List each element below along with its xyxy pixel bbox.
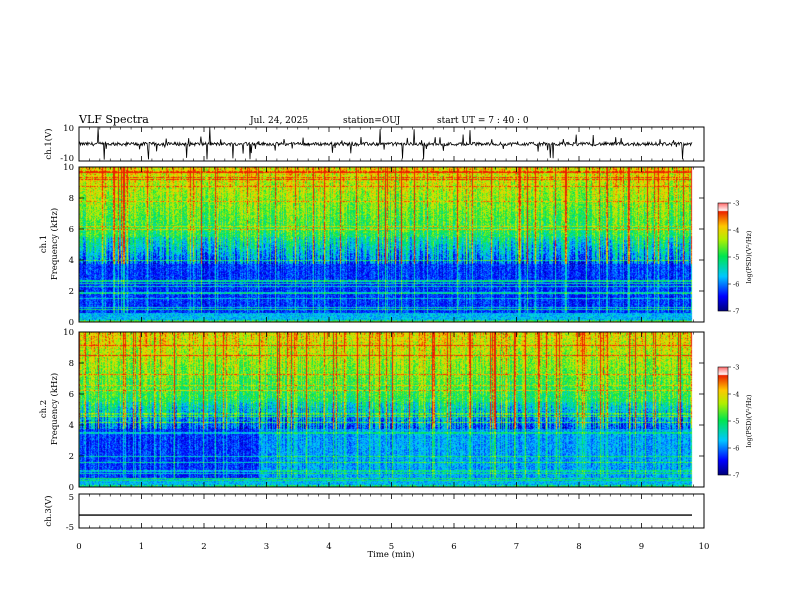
ch3-ytick-top: 5 [69, 493, 74, 503]
ch2-spec-ytick-label: 2 [69, 452, 74, 462]
figure-title: VLF Spectra [78, 113, 149, 126]
ch1-ytick-top: 10 [63, 124, 74, 134]
ch2-cb-tick-label: -5 [733, 418, 739, 426]
ch1-cb-tick-label: -3 [733, 200, 739, 208]
station-label: station=OUJ [343, 116, 401, 126]
ch2-spec-ytick-label: 4 [69, 421, 74, 431]
x-tick-label: 7 [514, 542, 519, 552]
x-tick-label: 5 [389, 542, 394, 552]
x-tick-label: 10 [699, 542, 710, 552]
ch1-spec-ytick-label: 8 [69, 194, 74, 204]
ch1-spec-ylabel: ch.1 [39, 235, 49, 253]
ch1-cb-tick-label: -4 [733, 227, 739, 235]
x-axis-label: Time (min) [367, 549, 414, 560]
date-label: Jul. 24, 2025 [249, 116, 308, 126]
ch1-cb-tick-label: -5 [733, 254, 739, 262]
start-time-label: start UT = 7 : 40 : 0 [437, 116, 529, 126]
ch2-cb-tick-label: -3 [733, 364, 739, 372]
x-tick-label: 3 [264, 542, 269, 552]
x-tick-label: 9 [639, 542, 644, 552]
ch2-spec-ytick-label: 10 [63, 328, 74, 338]
x-tick-label: 6 [451, 542, 456, 552]
ch1-ylabel: ch.1(V) [43, 128, 54, 159]
ch2-spec-ytick-label: 6 [69, 390, 74, 400]
ch1-cb-tick-label: -6 [733, 281, 739, 289]
ch2-spec-ylabel-freq: Frequency (kHz) [49, 373, 60, 445]
ch1-cb-tick-label: -7 [733, 308, 739, 316]
ch2-colorbar-label: log(PSD)(V²/Hz) [745, 394, 753, 447]
ch2-spec-ytick-label: 0 [69, 483, 74, 493]
x-tick-label: 1 [139, 542, 144, 552]
x-tick-label: 8 [576, 542, 581, 552]
ch1-ytick-bottom: -10 [60, 154, 74, 164]
ch3-waveform-panel: 5 -5 ch.3(V) 0 1 2 3 4 5 6 7 8 9 10 Time (min) [43, 493, 709, 560]
ch2-spec-ylabel: ch.2 [39, 400, 49, 418]
ch1-spec-ylabel-freq: Frequency (kHz) [49, 208, 60, 280]
x-tick-label: 4 [326, 542, 331, 552]
ch1-spec-ytick-label: 0 [69, 318, 74, 328]
ch1-spec-ytick-label: 10 [63, 163, 74, 173]
ch2-cb-tick-label: -4 [733, 391, 739, 399]
ch3-ytick-bottom: -5 [66, 523, 74, 533]
ch1-spectrogram-canvas [79, 167, 704, 322]
ch2-spectrogram-canvas [79, 332, 704, 487]
x-tick-label: 0 [76, 542, 81, 552]
ch1-trace [78, 127, 693, 160]
ch3-ylabel: ch.3(V) [43, 495, 54, 526]
ch1-colorbar [718, 203, 728, 311]
ch2-cb-tick-label: -6 [733, 445, 739, 453]
ch2-cb-tick-label: -7 [733, 472, 739, 480]
ch1-spec-ytick-label: 4 [69, 256, 74, 266]
ch2-colorbar [718, 367, 728, 475]
ch1-spec-ytick-label: 2 [69, 287, 74, 297]
ch1-waveform-panel: 10 -10 ch.1(V) [43, 124, 705, 164]
ch1-spec-ytick-label: 6 [69, 225, 74, 235]
ch1-colorbar-label: log(PSD)(V²/Hz) [745, 230, 753, 283]
ch2-spec-ytick-label: 8 [69, 359, 74, 369]
x-tick-label: 2 [201, 542, 206, 552]
